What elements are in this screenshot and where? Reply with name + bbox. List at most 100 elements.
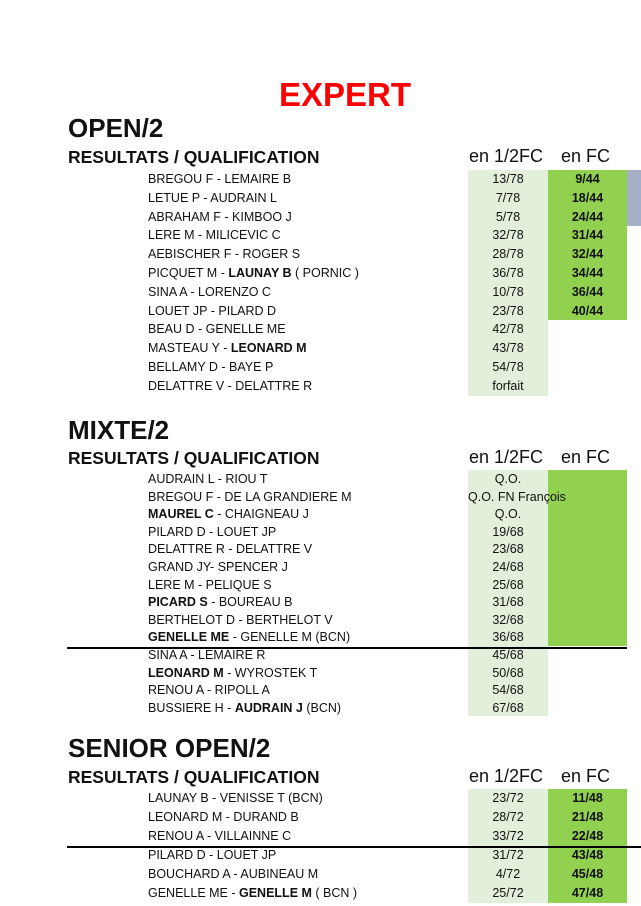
table-row: PILARD D - LOUET JP 19/68	[148, 525, 628, 543]
column-header-final: en FC	[561, 146, 611, 166]
name-part: DELATTRE V - DELATTRE R	[148, 378, 313, 393]
name-part: LERE M - PELIQUE S	[148, 577, 272, 592]
pair-name: BOUCHARD A - AUBINEAU M	[148, 867, 318, 881]
final-result: 18/44	[571, 190, 604, 205]
name-part: PICARD S	[148, 595, 208, 610]
name-part: GENELLE ME	[148, 630, 230, 645]
name-part: - GENELLE M (BCN)	[229, 630, 351, 645]
table-row: DELATTRE V - DELATTRE R forfait	[148, 379, 628, 398]
pair-name: LOUET JP - PILARD D	[148, 304, 276, 318]
table-row: LERE M - PELIQUE S 25/68	[148, 578, 628, 596]
table-row: LERE M - MILICEVIC C 32/78 31/44	[148, 228, 628, 247]
table-row: LOUET JP - PILARD D 23/78 40/44	[148, 304, 628, 323]
table-row: PILARD D - LOUET JP 31/72 43/48	[148, 848, 628, 867]
half-final-result: 25/68	[492, 577, 524, 592]
qualification-cutoff-line	[67, 846, 641, 848]
name-part: BUSSIERE H -	[148, 700, 235, 715]
name-part: SINA A - LORENZO C	[148, 284, 271, 299]
half-final-result: 23/68	[492, 542, 524, 557]
table-row: BREGOU F - LEMAIRE B 13/78 9/44	[148, 172, 628, 191]
table-row: BELLAMY D - BAYE P 54/78	[148, 360, 628, 379]
half-final-result: 5/78	[495, 209, 521, 224]
pair-name: LETUE P - AUDRAIN L	[148, 191, 277, 205]
side-block	[627, 170, 641, 226]
half-final-result: Q.O.	[494, 472, 522, 486]
pair-name: ABRAHAM F - KIMBOO J	[148, 210, 292, 224]
column-header-half-final: en 1/2FC	[469, 766, 544, 786]
pair-name: PICARD S - BOUREAU B	[148, 595, 292, 609]
section-title: MIXTE/2	[68, 415, 170, 445]
final-result: 45/48	[571, 867, 604, 881]
pair-name: MASTEAU Y - LEONARD M	[148, 341, 307, 355]
half-final-result: 23/78	[492, 303, 524, 318]
half-final-result: forfait	[492, 378, 524, 393]
name-part: - CHAIGNEAU J	[213, 507, 309, 522]
name-part: PICQUET M -	[148, 266, 229, 280]
table-row: SINA A - LEMAIRE R 45/68	[148, 648, 628, 666]
final-result: 22/48	[571, 829, 604, 843]
table-row: LAUNAY B - VENISSE T (BCN) 23/72 11/48	[148, 791, 628, 810]
name-part: MAUREL C	[148, 507, 214, 522]
pair-name: MAUREL C - CHAIGNEAU J	[148, 507, 309, 521]
name-part: LETUE P - AUDRAIN L	[148, 190, 277, 205]
half-final-result: 24/68	[492, 560, 524, 574]
pair-name: DELATTRE V - DELATTRE R	[148, 379, 312, 393]
name-part: - WYROSTEK T	[223, 665, 318, 680]
table-row: GENELLE ME - GENELLE M ( BCN ) 25/72 47/48	[148, 886, 628, 905]
name-part: RENOU A - RIPOLL A	[148, 683, 270, 698]
pair-name: GENELLE ME - GENELLE M (BCN)	[148, 630, 350, 644]
table-row: BREGOU F - DE LA GRANDIERE M Q.O. FN Fran…	[148, 490, 628, 508]
final-result: 43/48	[571, 848, 604, 862]
table-row: LETUE P - AUDRAIN L 7/78 18/44	[148, 191, 628, 210]
name-part: BREGOU F - DE LA GRANDIERE M	[148, 489, 352, 504]
table-row: BOUCHARD A - AUBINEAU M 4/72 45/48	[148, 867, 628, 886]
pair-name: BUSSIERE H - AUDRAIN J (BCN)	[148, 701, 341, 715]
table-row: BUSSIERE H - AUDRAIN J (BCN) 67/68	[148, 701, 628, 719]
name-part: LEONARD M	[148, 665, 224, 680]
name-part: LOUET JP - PILARD D	[148, 303, 277, 318]
name-part: BEAU D - GENELLE ME	[148, 322, 286, 337]
table-row: BEAU D - GENELLE ME 42/78	[148, 322, 628, 341]
page-title: EXPERT	[278, 76, 412, 113]
half-final-result: 32/78	[492, 228, 524, 243]
name-part: GENELLE ME -	[148, 886, 239, 900]
final-result: 36/44	[571, 284, 604, 299]
final-result: 24/44	[571, 209, 604, 224]
half-final-result: 50/68	[492, 665, 524, 680]
pair-name: BREGOU F - LEMAIRE B	[148, 172, 291, 186]
name-part: BREGOU F - LEMAIRE B	[148, 172, 292, 186]
half-final-result: 28/78	[492, 247, 524, 262]
column-header-final: en FC	[561, 447, 611, 467]
pair-name: LEONARD M - WYROSTEK T	[148, 666, 317, 680]
pair-name: PILARD D - LOUET JP	[148, 848, 276, 862]
pair-name: GRAND JY- SPENCER J	[148, 560, 288, 574]
section-header: RESULTATS / QUALIFICATION	[68, 767, 320, 787]
half-final-result: 31/68	[492, 595, 524, 610]
table-row: DELATTRE R - DELATTRE V 23/68	[148, 542, 628, 560]
pair-name: DELATTRE R - DELATTRE V	[148, 542, 312, 556]
name-part: LAUNAY B - VENISSE T (BCN)	[148, 791, 323, 805]
name-part: ABRAHAM F - KIMBOO J	[148, 209, 292, 224]
pair-name: RENOU A - VILLAINNE C	[148, 829, 291, 843]
pair-name: GENELLE ME - GENELLE M ( BCN )	[148, 886, 357, 900]
half-final-result: 4/72	[495, 867, 521, 881]
pair-name: LERE M - MILICEVIC C	[148, 228, 281, 242]
name-part: ( BCN )	[311, 886, 358, 900]
table-row: RENOU A - RIPOLL A 54/68	[148, 683, 628, 701]
name-part: RENOU A - VILLAINNE C	[148, 829, 292, 843]
half-final-result: 23/72	[492, 791, 524, 805]
section-title: OPEN/2	[68, 113, 164, 143]
table-row: BERTHELOT D - BERTHELOT V 32/68	[148, 613, 628, 631]
column-header-half-final: en 1/2FC	[469, 447, 544, 467]
half-final-result: 19/68	[492, 524, 524, 539]
name-part: ( PORNIC )	[291, 266, 359, 280]
half-final-result: 13/78	[492, 172, 524, 186]
name-part: MASTEAU Y -	[148, 341, 231, 356]
half-final-result: 7/78	[495, 190, 521, 205]
final-result: 47/48	[571, 886, 604, 900]
pair-name: BERTHELOT D - BERTHELOT V	[148, 613, 333, 627]
final-result: 32/44	[571, 247, 604, 262]
table-row: LEONARD M - DURAND B 28/72 21/48	[148, 810, 628, 829]
name-part: GENELLE M	[239, 886, 312, 900]
half-final-result: Q.O. FN François	[468, 489, 566, 504]
